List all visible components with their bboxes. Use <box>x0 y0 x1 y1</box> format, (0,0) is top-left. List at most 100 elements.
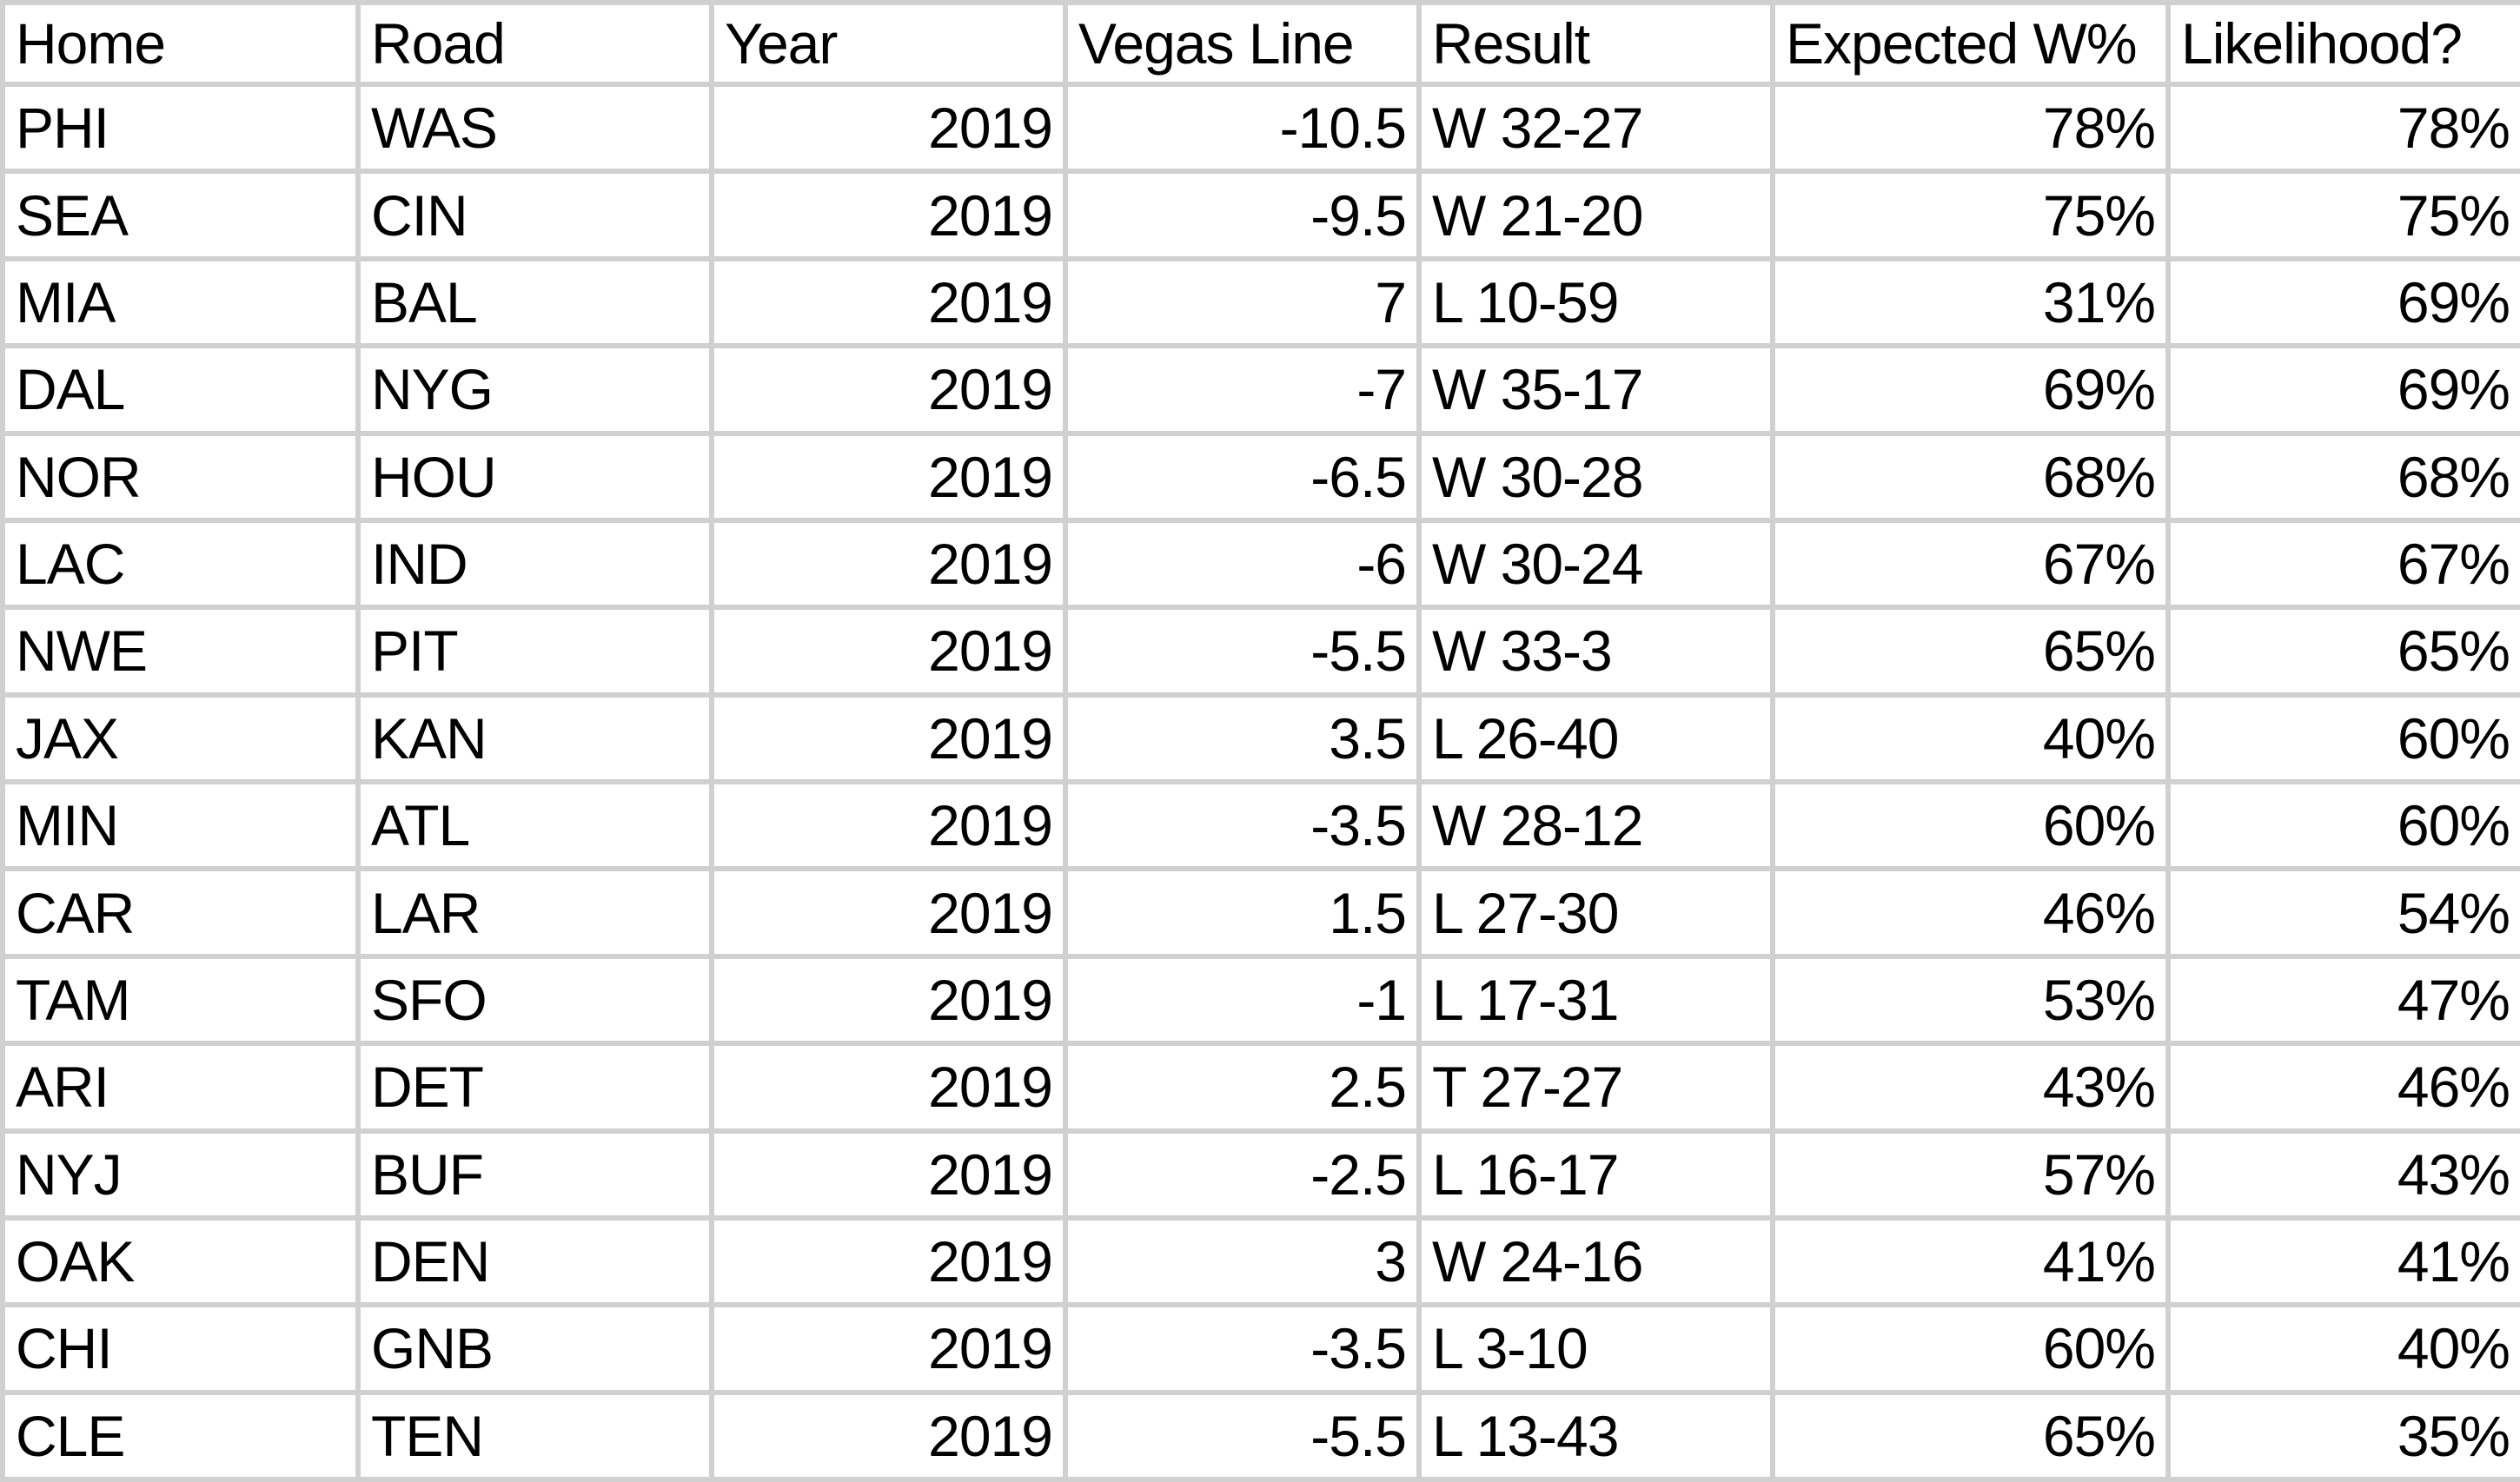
header-result[interactable]: Result <box>1416 0 1775 87</box>
cell-home[interactable]: TAM <box>0 953 361 1047</box>
cell-year[interactable]: 2019 <box>709 1389 1068 1482</box>
cell-year[interactable]: 2019 <box>709 169 1068 261</box>
cell-result[interactable]: W 24-16 <box>1416 1214 1775 1308</box>
cell-likelihood[interactable]: 47% <box>2165 953 2520 1047</box>
cell-home[interactable]: SEA <box>0 169 361 261</box>
cell-expected-win-pct[interactable]: 40% <box>1770 691 2171 785</box>
cell-expected-win-pct[interactable]: 57% <box>1770 1128 2171 1221</box>
cell-vegas-line[interactable]: 3.5 <box>1063 691 1422 785</box>
cell-expected-win-pct[interactable]: 46% <box>1770 866 2171 959</box>
cell-year[interactable]: 2019 <box>709 778 1068 872</box>
cell-expected-win-pct[interactable]: 65% <box>1770 1389 2171 1482</box>
cell-home[interactable]: PHI <box>0 81 361 175</box>
header-home[interactable]: Home <box>0 0 361 87</box>
header-likelihood[interactable]: Likelihood? <box>2165 0 2520 87</box>
cell-result[interactable]: L 13-43 <box>1416 1389 1775 1482</box>
cell-year[interactable]: 2019 <box>709 1302 1068 1395</box>
cell-likelihood[interactable]: 35% <box>2165 1389 2520 1482</box>
cell-home[interactable]: LAC <box>0 517 361 611</box>
cell-result[interactable]: W 21-20 <box>1416 169 1775 261</box>
cell-year[interactable]: 2019 <box>709 691 1068 785</box>
cell-likelihood[interactable]: 40% <box>2165 1302 2520 1395</box>
cell-likelihood[interactable]: 43% <box>2165 1128 2520 1221</box>
cell-likelihood[interactable]: 65% <box>2165 605 2520 698</box>
cell-vegas-line[interactable]: -3.5 <box>1063 1302 1422 1395</box>
cell-expected-win-pct[interactable]: 41% <box>1770 1214 2171 1308</box>
cell-road[interactable]: PIT <box>355 605 714 698</box>
cell-home[interactable]: JAX <box>0 691 361 785</box>
cell-home[interactable]: CLE <box>0 1389 361 1482</box>
cell-result[interactable]: L 27-30 <box>1416 866 1775 959</box>
cell-home[interactable]: MIN <box>0 778 361 872</box>
cell-vegas-line[interactable]: -6.5 <box>1063 430 1422 523</box>
cell-result[interactable]: L 10-59 <box>1416 255 1775 349</box>
cell-vegas-line[interactable]: -2.5 <box>1063 1128 1422 1221</box>
cell-home[interactable]: MIA <box>0 255 361 349</box>
cell-year[interactable]: 2019 <box>709 1214 1068 1308</box>
cell-vegas-line[interactable]: -10.5 <box>1063 81 1422 175</box>
cell-expected-win-pct[interactable]: 31% <box>1770 255 2171 349</box>
cell-vegas-line[interactable]: -9.5 <box>1063 169 1422 261</box>
cell-expected-win-pct[interactable]: 65% <box>1770 605 2171 698</box>
cell-road[interactable]: CIN <box>355 169 714 261</box>
cell-result[interactable]: L 3-10 <box>1416 1302 1775 1395</box>
cell-vegas-line[interactable]: -6 <box>1063 517 1422 611</box>
cell-likelihood[interactable]: 60% <box>2165 691 2520 785</box>
cell-likelihood[interactable]: 69% <box>2165 343 2520 436</box>
cell-result[interactable]: L 16-17 <box>1416 1128 1775 1221</box>
cell-year[interactable]: 2019 <box>709 517 1068 611</box>
cell-result[interactable]: W 35-17 <box>1416 343 1775 436</box>
cell-likelihood[interactable]: 67% <box>2165 517 2520 611</box>
cell-vegas-line[interactable]: -5.5 <box>1063 1389 1422 1482</box>
cell-vegas-line[interactable]: -7 <box>1063 343 1422 436</box>
cell-result[interactable]: L 17-31 <box>1416 953 1775 1047</box>
cell-vegas-line[interactable]: 2.5 <box>1063 1041 1422 1134</box>
cell-expected-win-pct[interactable]: 60% <box>1770 1302 2171 1395</box>
cell-road[interactable]: TEN <box>355 1389 714 1482</box>
cell-road[interactable]: NYG <box>355 343 714 436</box>
cell-result[interactable]: W 28-12 <box>1416 778 1775 872</box>
cell-year[interactable]: 2019 <box>709 1041 1068 1134</box>
cell-road[interactable]: BUF <box>355 1128 714 1221</box>
cell-likelihood[interactable]: 68% <box>2165 430 2520 523</box>
cell-road[interactable]: HOU <box>355 430 714 523</box>
cell-expected-win-pct[interactable]: 67% <box>1770 517 2171 611</box>
cell-likelihood[interactable]: 75% <box>2165 169 2520 261</box>
header-road[interactable]: Road <box>355 0 714 87</box>
cell-road[interactable]: LAR <box>355 866 714 959</box>
header-vegas-line[interactable]: Vegas Line <box>1063 0 1422 87</box>
cell-home[interactable]: DAL <box>0 343 361 436</box>
cell-result[interactable]: T 27-27 <box>1416 1041 1775 1134</box>
cell-home[interactable]: NYJ <box>0 1128 361 1221</box>
cell-road[interactable]: KAN <box>355 691 714 785</box>
cell-home[interactable]: NOR <box>0 430 361 523</box>
cell-expected-win-pct[interactable]: 78% <box>1770 81 2171 175</box>
cell-road[interactable]: WAS <box>355 81 714 175</box>
cell-expected-win-pct[interactable]: 75% <box>1770 169 2171 261</box>
cell-year[interactable]: 2019 <box>709 81 1068 175</box>
cell-year[interactable]: 2019 <box>709 953 1068 1047</box>
cell-road[interactable]: IND <box>355 517 714 611</box>
cell-likelihood[interactable]: 78% <box>2165 81 2520 175</box>
cell-vegas-line[interactable]: 7 <box>1063 255 1422 349</box>
cell-road[interactable]: GNB <box>355 1302 714 1395</box>
cell-year[interactable]: 2019 <box>709 343 1068 436</box>
cell-year[interactable]: 2019 <box>709 605 1068 698</box>
cell-year[interactable]: 2019 <box>709 430 1068 523</box>
cell-expected-win-pct[interactable]: 68% <box>1770 430 2171 523</box>
cell-home[interactable]: CHI <box>0 1302 361 1395</box>
header-year[interactable]: Year <box>709 0 1068 87</box>
cell-year[interactable]: 2019 <box>709 1128 1068 1221</box>
cell-expected-win-pct[interactable]: 43% <box>1770 1041 2171 1134</box>
cell-vegas-line[interactable]: 3 <box>1063 1214 1422 1308</box>
cell-likelihood[interactable]: 41% <box>2165 1214 2520 1308</box>
cell-year[interactable]: 2019 <box>709 255 1068 349</box>
cell-result[interactable]: W 32-27 <box>1416 81 1775 175</box>
cell-road[interactable]: BAL <box>355 255 714 349</box>
cell-vegas-line[interactable]: -3.5 <box>1063 778 1422 872</box>
cell-home[interactable]: ARI <box>0 1041 361 1134</box>
cell-result[interactable]: L 26-40 <box>1416 691 1775 785</box>
cell-expected-win-pct[interactable]: 69% <box>1770 343 2171 436</box>
cell-likelihood[interactable]: 54% <box>2165 866 2520 959</box>
cell-vegas-line[interactable]: -1 <box>1063 953 1422 1047</box>
